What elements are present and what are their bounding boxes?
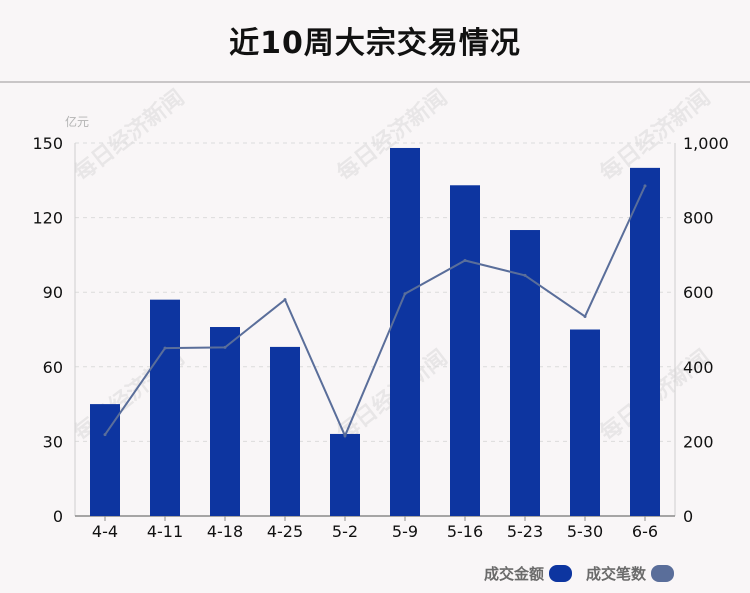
x-tick-label: 5-30 <box>567 522 603 541</box>
legend-swatch-amount <box>549 565 573 582</box>
bar <box>450 185 480 517</box>
x-tick-label: 4-4 <box>92 522 118 541</box>
line-point <box>103 433 107 437</box>
y-left-unit-label: 亿元 <box>65 114 89 129</box>
y-left-tick-label: 90 <box>43 283 63 302</box>
x-tick-label: 6-6 <box>632 522 658 541</box>
y-right-tick-label: 200 <box>683 432 714 451</box>
title-divider <box>0 81 750 83</box>
bar <box>210 327 240 516</box>
line-series-count <box>104 185 646 439</box>
line-point <box>163 346 167 350</box>
y-left-tick-label: 30 <box>43 432 63 451</box>
line-point <box>223 345 227 349</box>
line-point <box>583 314 587 318</box>
x-tick-label: 5-23 <box>507 522 543 541</box>
y-left-tick-label: 0 <box>53 507 63 526</box>
legend-label-count: 成交笔数 <box>586 565 647 583</box>
legend-item-amount: 成交金额 <box>484 563 573 584</box>
y-left-tick-label: 150 <box>32 134 63 153</box>
x-tick-label: 5-2 <box>332 522 358 541</box>
bar <box>150 299 180 516</box>
line-point <box>343 434 347 438</box>
y-right-tick-label: 600 <box>683 283 714 302</box>
legend: 成交金额 成交笔数 <box>484 563 688 584</box>
bar <box>510 230 540 517</box>
x-tick-label: 4-18 <box>207 522 243 541</box>
legend-label-amount: 成交金额 <box>484 565 545 583</box>
bar <box>90 404 120 516</box>
line-point <box>403 292 407 296</box>
y-right-tick-label: 400 <box>683 358 714 377</box>
chart-title: 近10周大宗交易情况 <box>229 26 521 61</box>
y-right-tick-label: 800 <box>683 209 714 228</box>
x-tick-label: 5-9 <box>392 522 418 541</box>
bar <box>270 346 300 516</box>
bar <box>630 167 660 516</box>
y-left-tick-label: 60 <box>43 358 63 377</box>
bar <box>570 329 600 516</box>
legend-item-count: 成交笔数 <box>586 563 675 584</box>
line-point <box>523 273 527 277</box>
line-point <box>463 258 467 262</box>
line-point <box>643 184 647 188</box>
legend-swatch-count <box>651 565 675 582</box>
x-tick-label: 5-16 <box>447 522 483 541</box>
bar <box>330 433 360 516</box>
bar <box>390 147 420 516</box>
y-right-tick-label: 1,000 <box>683 134 729 153</box>
x-tick-label: 4-25 <box>267 522 303 541</box>
y-right-tick-label: 0 <box>683 507 693 526</box>
x-tick-label: 4-11 <box>147 522 183 541</box>
line-point <box>283 298 287 302</box>
y-left-tick-label: 120 <box>32 209 63 228</box>
